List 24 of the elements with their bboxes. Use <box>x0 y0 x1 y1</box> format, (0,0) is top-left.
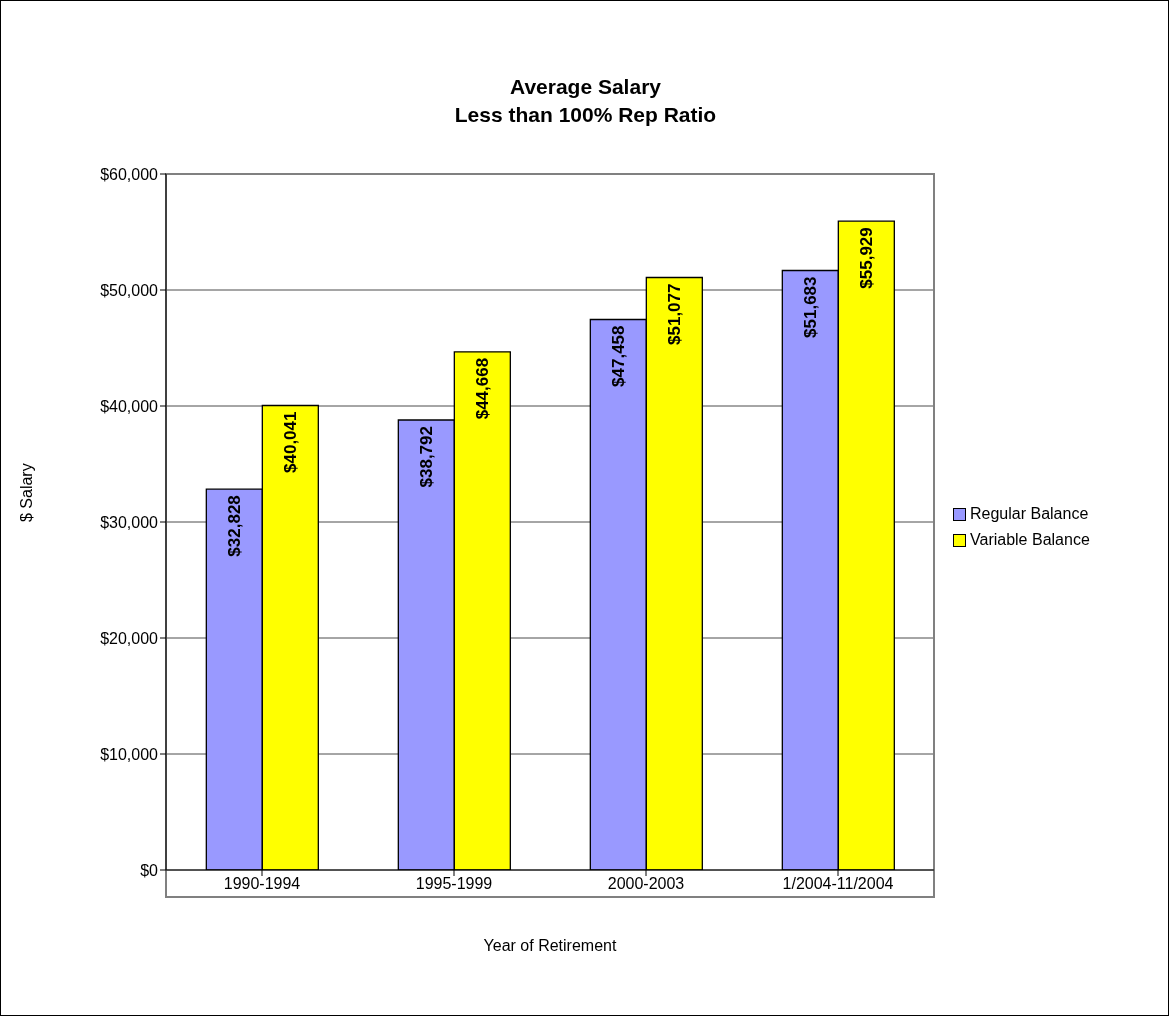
y-tick-label: $10,000 <box>100 745 159 763</box>
y-tick-label: $20,000 <box>100 629 159 647</box>
data-label: $44,668 <box>473 357 493 420</box>
legend-label: Variable Balance <box>970 531 1090 549</box>
x-tick-label: 1995-1999 <box>415 875 493 893</box>
chart-title: Average Salary Less than 100% Rep Ratio <box>453 74 718 128</box>
data-label: $40,041 <box>281 411 301 473</box>
data-label: $32,828 <box>225 495 245 557</box>
y-tick-label: $30,000 <box>100 513 159 531</box>
x-axis-title: Year of Retirement <box>483 937 617 954</box>
y-tick-label: $40,000 <box>100 397 159 415</box>
x-tick-label: 1/2004-11/2004 <box>782 875 894 893</box>
y-axis-title: $ Salary <box>17 463 35 522</box>
data-label: $47,458 <box>609 325 629 387</box>
data-label: $51,077 <box>665 283 685 345</box>
data-label: $55,929 <box>857 227 877 289</box>
y-tick-label: $0 <box>140 861 159 879</box>
data-label: $38,792 <box>417 426 437 488</box>
x-tick-label: 1990-1994 <box>223 875 301 893</box>
x-tick-label: 2000-2003 <box>607 875 685 893</box>
legend-label: Regular Balance <box>970 505 1089 523</box>
y-tick-label: $50,000 <box>100 281 159 299</box>
data-label: $51,683 <box>801 276 821 338</box>
y-tick-label: $60,000 <box>100 165 159 183</box>
